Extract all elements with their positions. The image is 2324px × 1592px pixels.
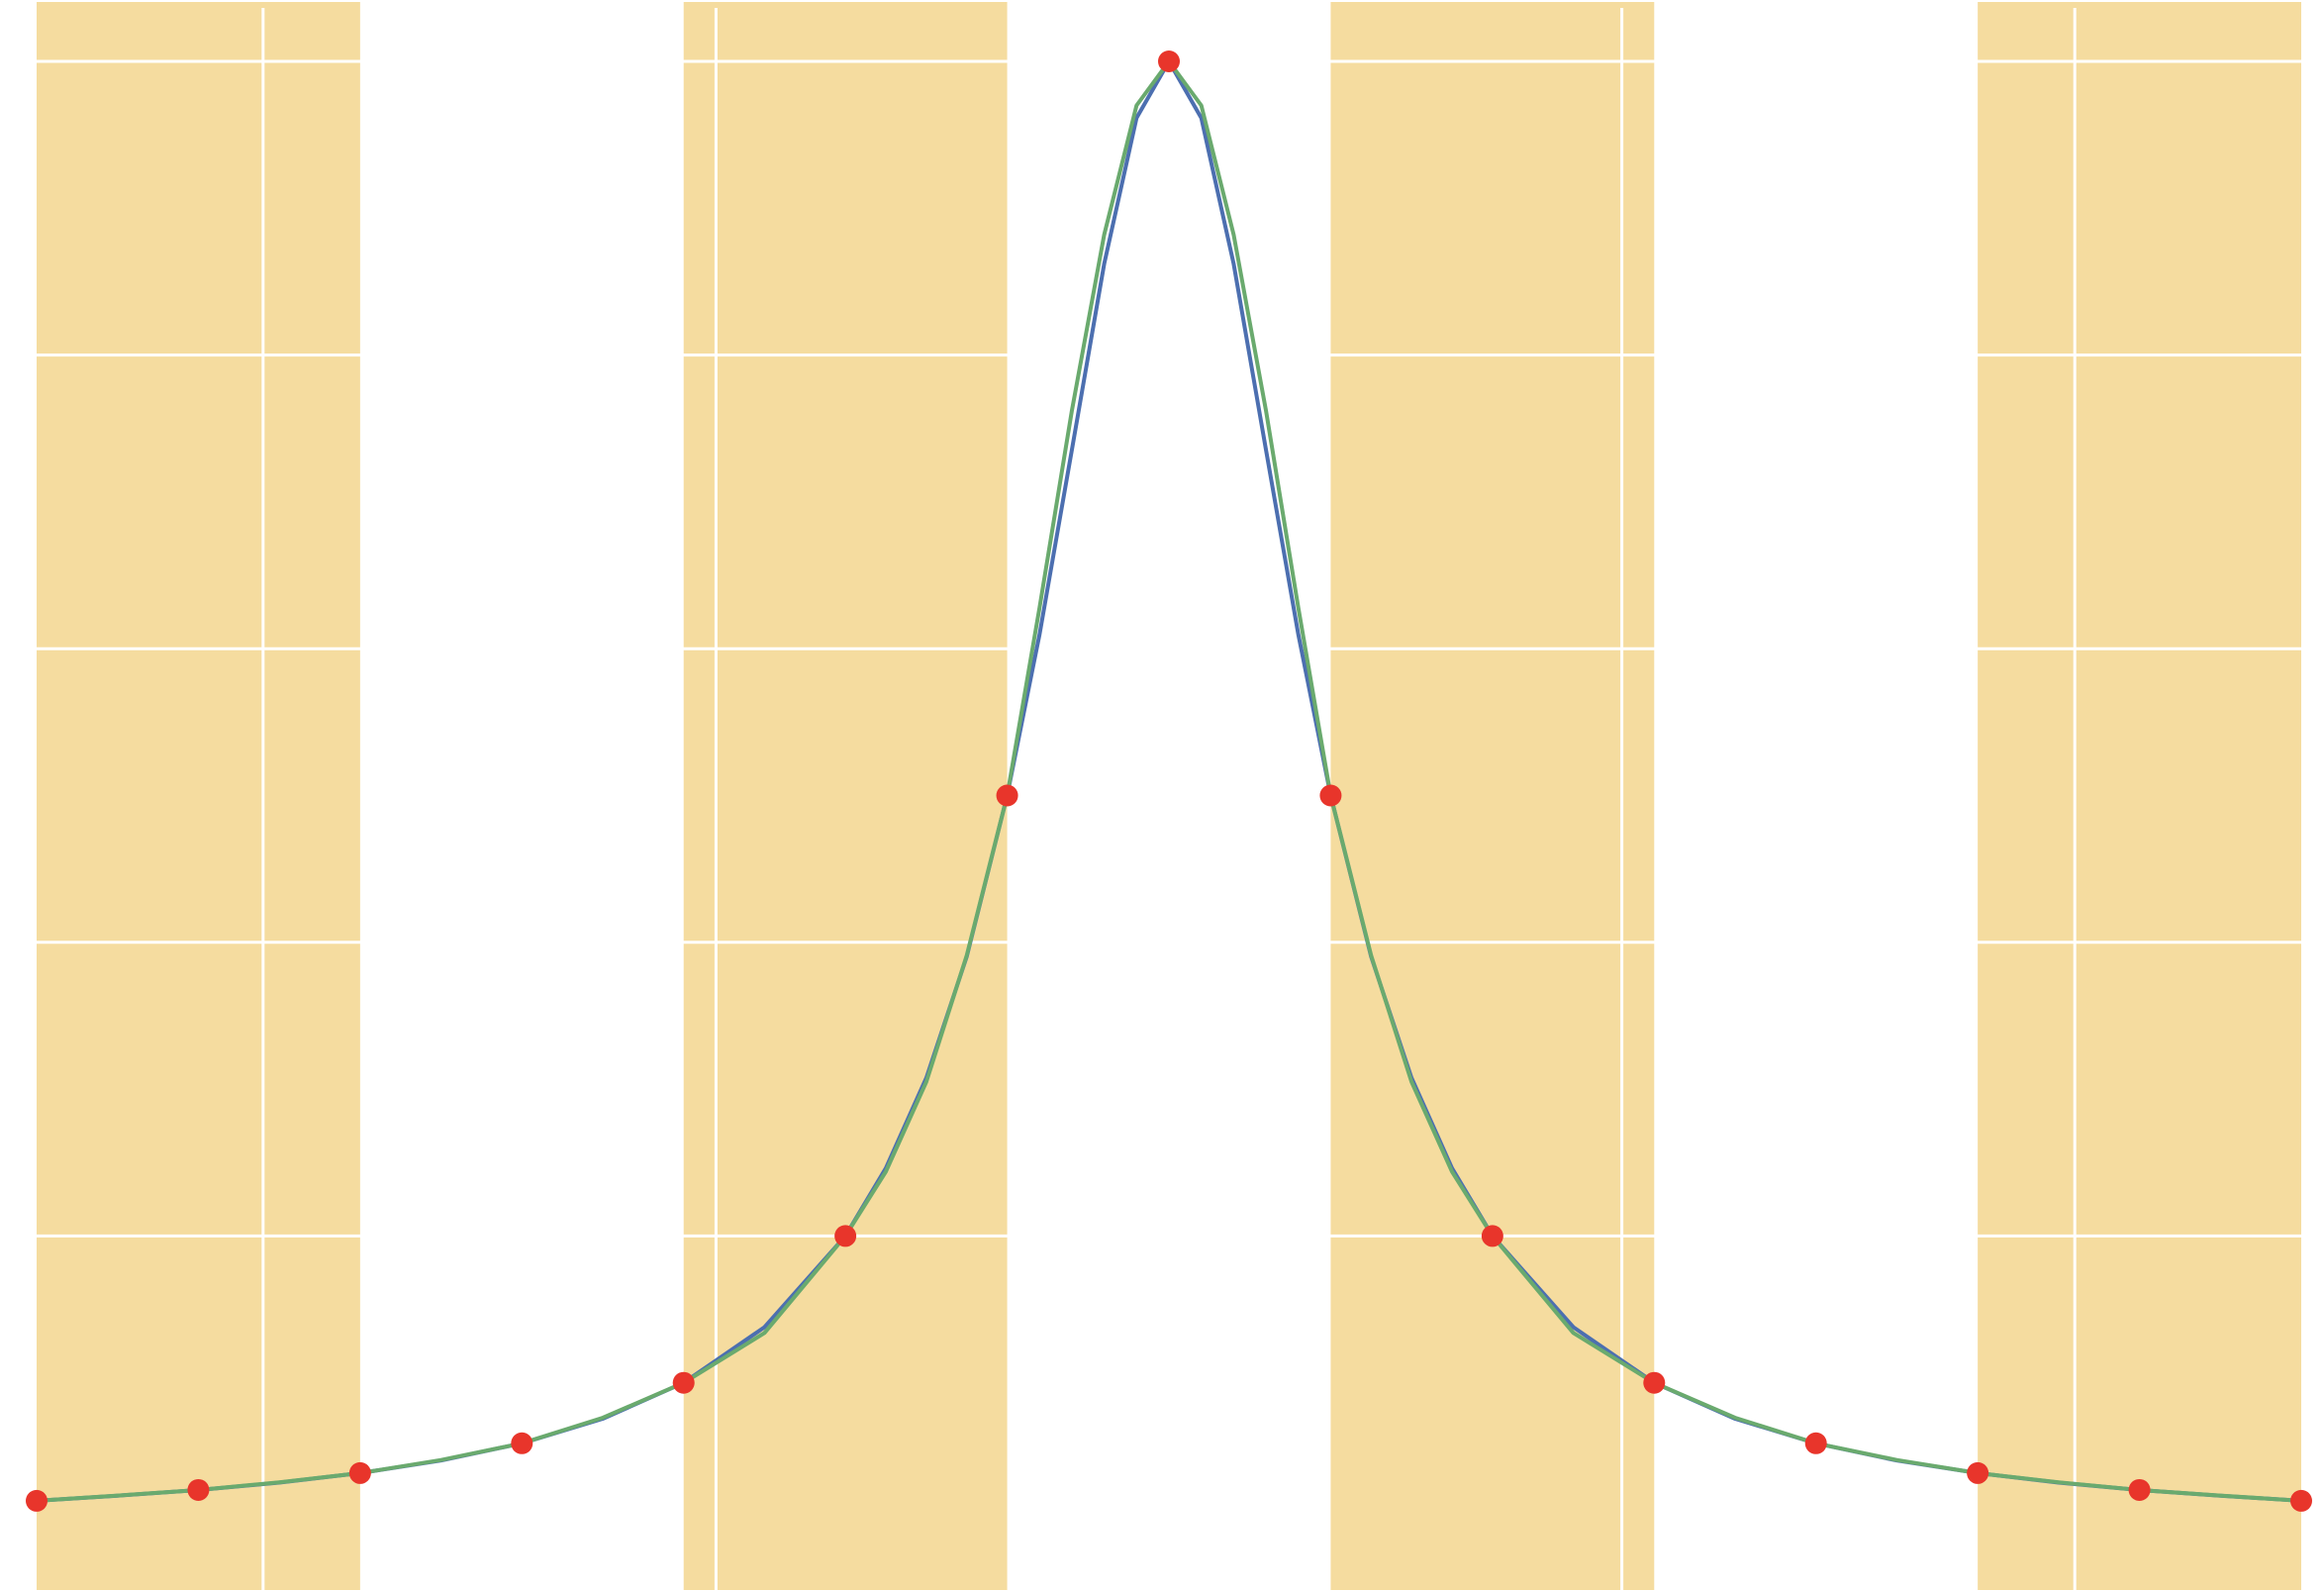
data-point-14 (2128, 1478, 2151, 1501)
data-point-15 (2290, 1489, 2312, 1512)
series-line-function (35, 59, 2303, 1503)
series-line-interpolant (35, 59, 2303, 1503)
data-point-11 (1643, 1371, 1666, 1394)
data-point-3 (348, 1461, 371, 1484)
data-point-1 (26, 1489, 48, 1512)
shaded-band-3 (1330, 2, 1655, 1590)
data-point-12 (1804, 1432, 1827, 1454)
data-point-7 (996, 784, 1018, 807)
gridlines (35, 8, 2301, 1590)
shaded-band-4 (1978, 2, 2301, 1590)
data-point-10 (1481, 1225, 1503, 1247)
shaded-bands (37, 2, 2301, 1590)
data-points (26, 50, 2312, 1512)
data-point-8 (1158, 50, 1180, 72)
data-point-13 (1967, 1461, 1989, 1484)
shaded-band-1 (37, 2, 360, 1590)
data-point-5 (672, 1371, 695, 1394)
shaded-band-2 (683, 2, 1008, 1590)
series-lines (35, 59, 2303, 1503)
data-point-9 (1319, 784, 1342, 807)
data-point-6 (834, 1225, 857, 1247)
data-point-2 (187, 1478, 210, 1501)
data-point-4 (511, 1432, 533, 1454)
